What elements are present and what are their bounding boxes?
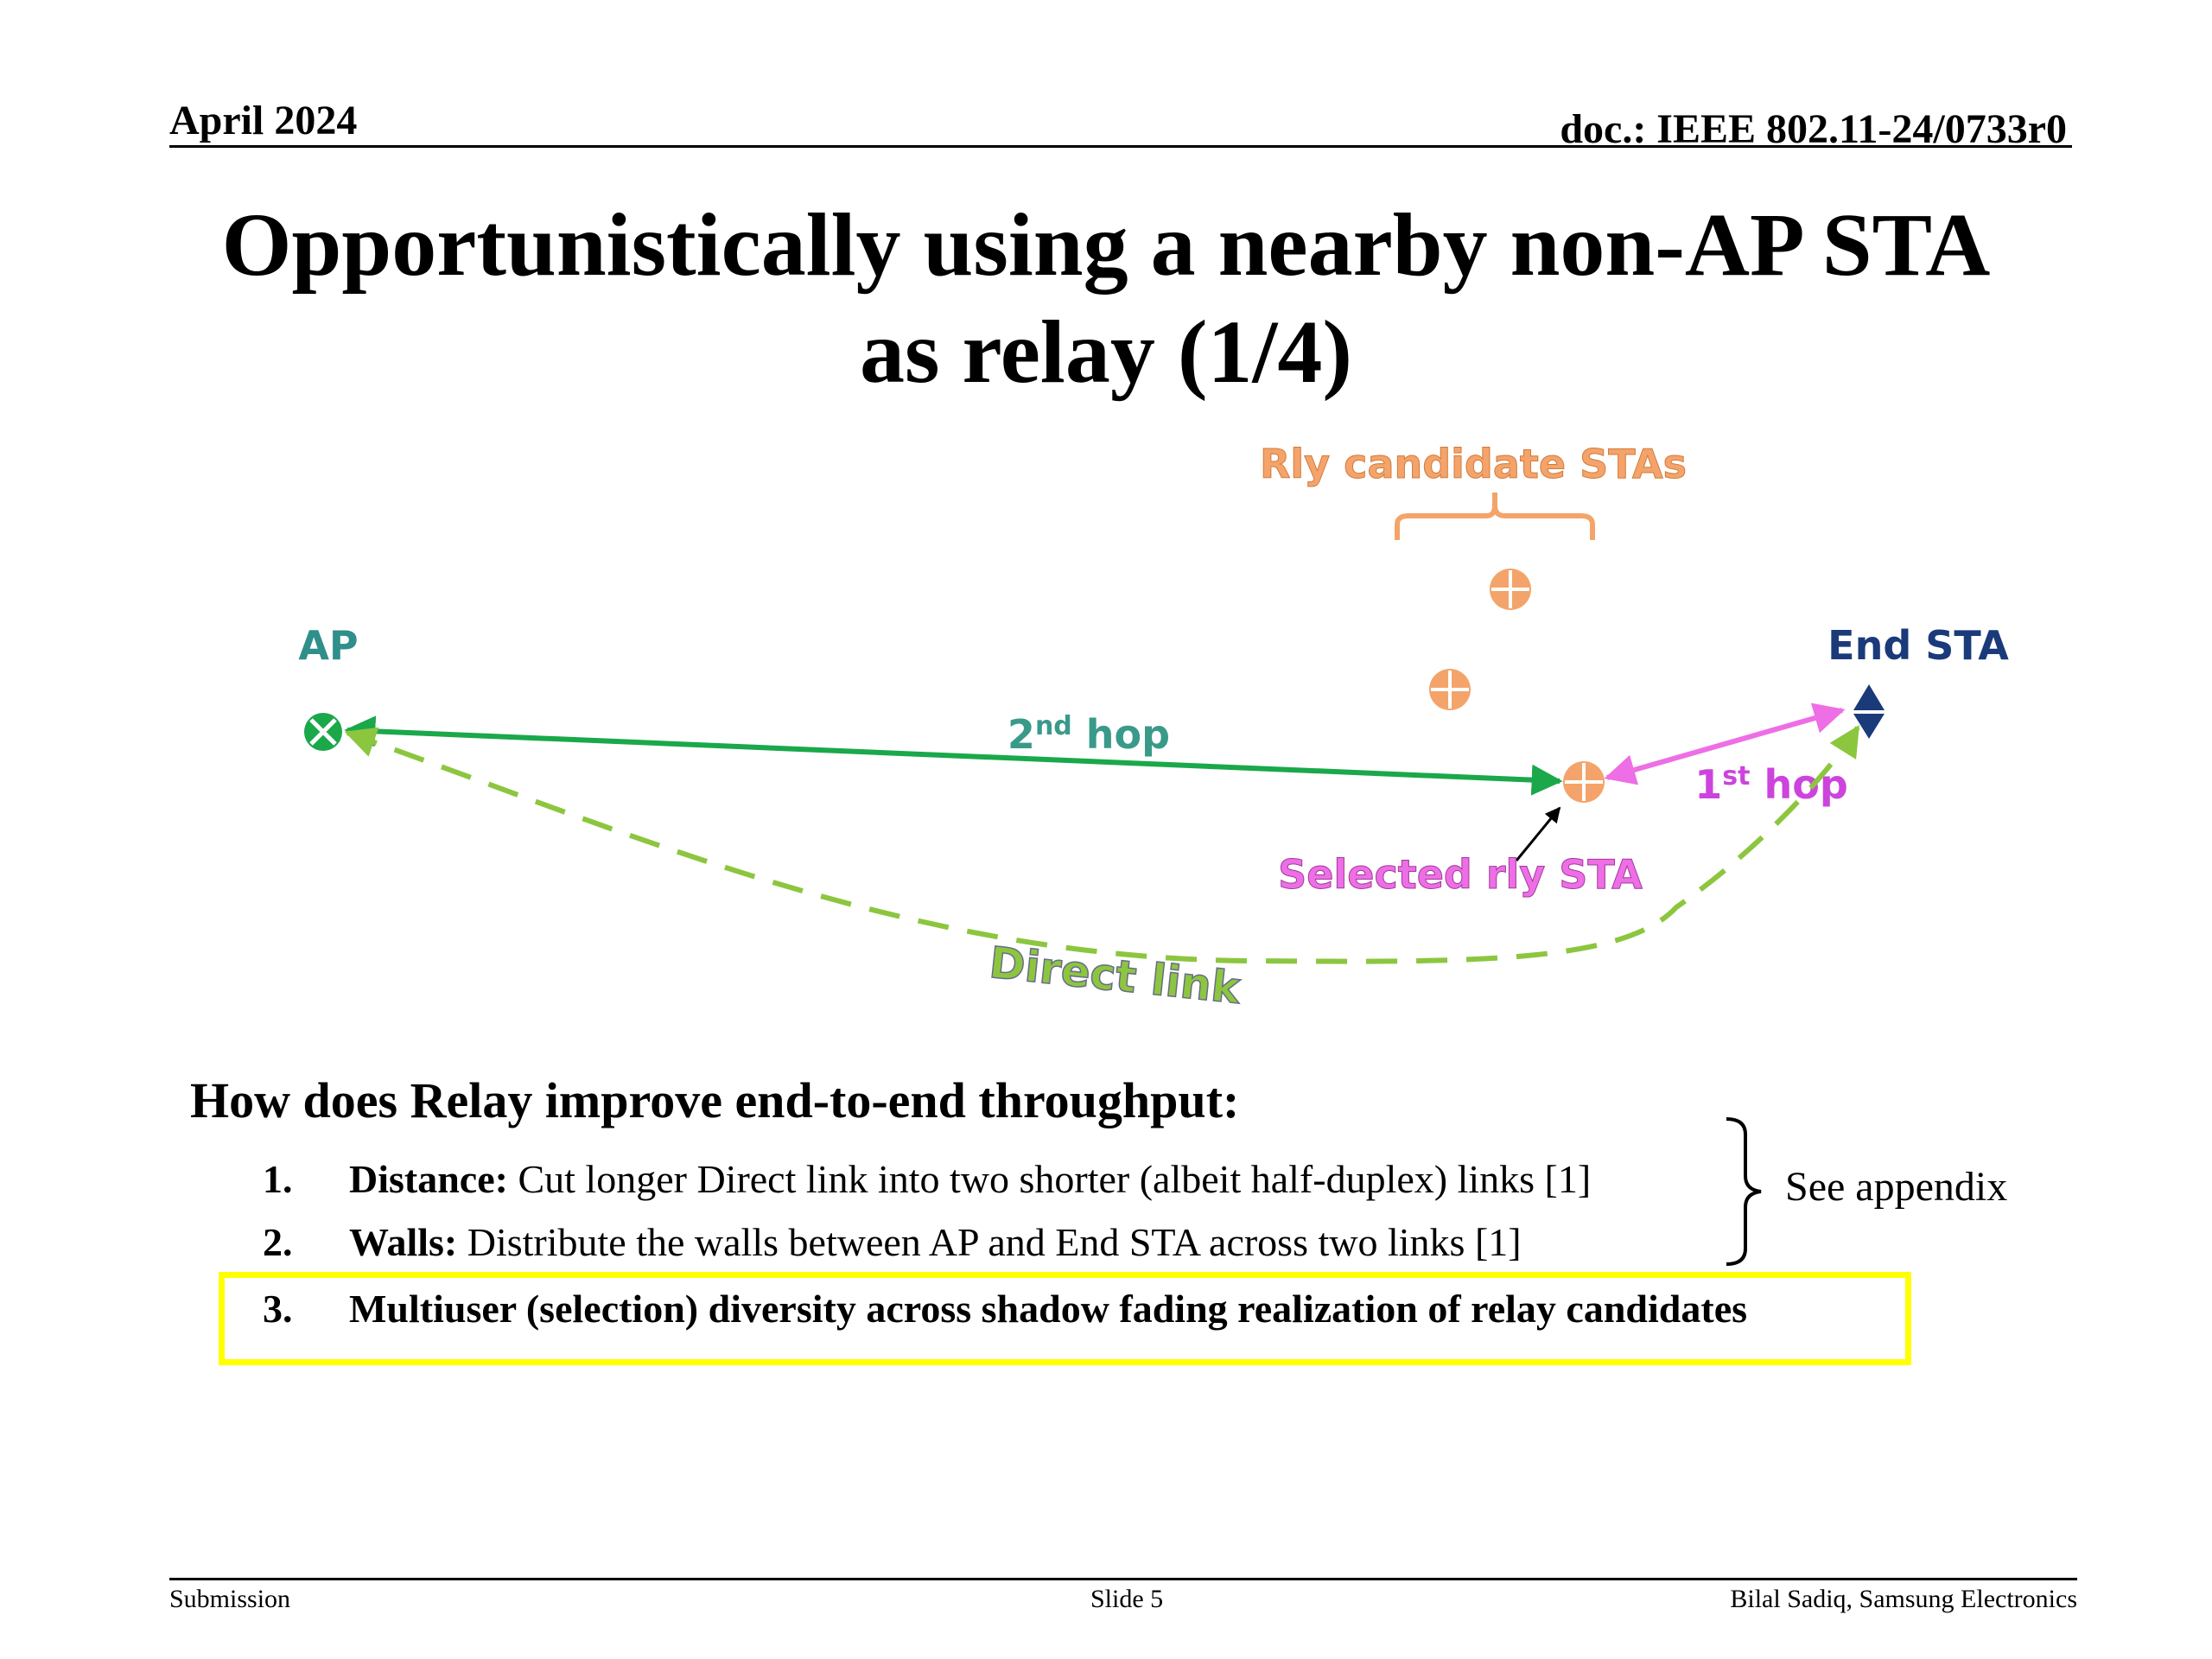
candidate-sta-icon [1490,569,1531,610]
header-date: April 2024 [169,98,358,143]
first-hop-superscript: st [1722,761,1750,791]
list-item-term: Distance: [349,1157,508,1201]
list-item-number: 3. [263,1287,293,1331]
see-appendix-note: See appendix [1785,1164,2008,1210]
second-hop-text: hop [1072,711,1170,758]
list-item-description: Cut longer Direct link into two shorter … [507,1157,1592,1201]
selected-relay-sta-icon [1563,761,1605,803]
footer-slide-number: Slide 5 [1090,1585,1164,1613]
list-item-term: Multiuser (selection) diversity across s… [349,1287,1748,1331]
candidate-sta-icon [1429,669,1471,710]
list-item-number: 2. [263,1220,293,1264]
footer-author: Bilal Sadiq, Samsung Electronics [1730,1585,2077,1613]
second-hop-arrow [344,715,1563,796]
ap-node-icon [304,713,342,751]
list-item-term: Walls: [349,1220,458,1264]
slide-title-line-1: Opportunistically using a nearby non-AP … [221,195,1991,295]
list-item-text: Walls: Distribute the walls between AP a… [349,1219,1522,1265]
footer-divider [169,1578,2077,1580]
direct-link-label: Direct link [987,938,1243,1014]
header-doc-id: doc.: IEEE 802.11-24/0733r0 [1560,106,2067,152]
first-hop-text: hop [1750,761,1847,808]
first-hop-number: 1 [1694,761,1722,808]
second-hop-superscript: nd [1035,711,1072,741]
second-hop-label: 2nd hop [1007,711,1170,758]
list-item-number: 1. [263,1157,293,1201]
header-divider [169,145,2072,148]
slide-title: Opportunistically using a nearby non-AP … [0,192,2212,406]
question-heading: How does Relay improve end-to-end throug… [190,1072,1240,1128]
list-item-description: Distribute the walls between AP and End … [457,1220,1522,1264]
selected-relay-label: Selected rly STA [1278,851,1643,898]
selected-relay-pointer [1515,806,1561,861]
first-hop-label: 1st hop [1694,761,1848,808]
highlight-box [219,1272,1911,1365]
candidates-label: Rly candidate STAs [1260,441,1687,487]
list-item-text: Multiuser (selection) diversity across s… [349,1286,1747,1332]
end-sta-node-icon [1853,684,1885,739]
ap-label: AP [298,622,358,669]
end-sta-label: End STA [1827,622,2009,669]
candidates-brace [1395,493,1595,540]
footer-submission: Submission [169,1585,291,1613]
list-item-text: Distance: Cut longer Direct link into tw… [349,1156,1591,1202]
direct-link-curve [344,724,1860,964]
appendix-brace [1726,1117,1762,1266]
slide-title-line-2: as relay (1/4) [860,302,1352,402]
second-hop-number: 2 [1007,711,1035,758]
